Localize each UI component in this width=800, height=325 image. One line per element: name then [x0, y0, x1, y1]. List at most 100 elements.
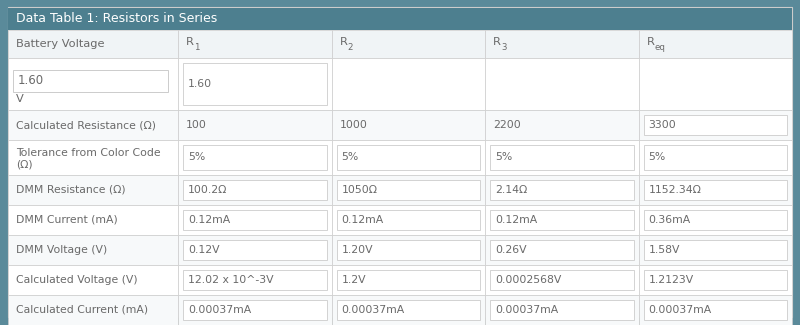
Text: 3: 3 — [501, 43, 506, 51]
Text: 100.2Ω: 100.2Ω — [188, 185, 227, 195]
Bar — [638, 30, 792, 58]
Bar — [8, 175, 178, 205]
Bar — [643, 145, 787, 170]
Bar — [337, 300, 480, 320]
Text: Calculated Resistance (Ω): Calculated Resistance (Ω) — [16, 120, 156, 130]
Bar — [178, 30, 331, 58]
Bar — [485, 110, 638, 140]
Text: 1.60: 1.60 — [188, 79, 212, 89]
Bar — [183, 210, 326, 230]
Bar — [490, 300, 634, 320]
Bar — [13, 70, 168, 92]
Text: 0.26V: 0.26V — [495, 245, 526, 255]
Bar — [8, 140, 178, 175]
Bar — [331, 265, 485, 295]
Bar — [178, 58, 331, 110]
Bar — [638, 295, 792, 325]
Text: 3300: 3300 — [649, 120, 676, 130]
Bar — [331, 295, 485, 325]
Bar — [643, 210, 787, 230]
Bar — [8, 295, 178, 325]
Bar — [485, 205, 638, 235]
Text: DMM Voltage (V): DMM Voltage (V) — [16, 245, 107, 255]
Text: 2200: 2200 — [493, 120, 521, 130]
Text: 0.12mA: 0.12mA — [495, 215, 538, 225]
Text: 0.36mA: 0.36mA — [649, 215, 690, 225]
Text: 1050Ω: 1050Ω — [342, 185, 378, 195]
Bar — [638, 175, 792, 205]
Text: R: R — [186, 37, 194, 47]
Bar — [638, 205, 792, 235]
Text: 0.00037mA: 0.00037mA — [495, 305, 558, 315]
Bar — [485, 295, 638, 325]
Text: 5%: 5% — [342, 152, 358, 162]
Text: R: R — [339, 37, 347, 47]
Text: 1.2V: 1.2V — [342, 275, 366, 285]
Bar — [178, 110, 331, 140]
Bar — [638, 265, 792, 295]
Text: 5%: 5% — [495, 152, 512, 162]
Bar — [8, 110, 178, 140]
Bar — [485, 175, 638, 205]
Bar — [643, 180, 787, 200]
Bar — [490, 145, 634, 170]
Bar — [490, 180, 634, 200]
Text: 0.00037mA: 0.00037mA — [649, 305, 712, 315]
Text: 5%: 5% — [188, 152, 206, 162]
Text: 12.02 x 10^-3V: 12.02 x 10^-3V — [188, 275, 274, 285]
Text: Battery Voltage: Battery Voltage — [16, 39, 105, 49]
Bar — [8, 205, 178, 235]
Bar — [337, 270, 480, 290]
Bar — [183, 180, 326, 200]
Bar — [331, 30, 485, 58]
Bar — [490, 210, 634, 230]
Bar — [337, 180, 480, 200]
Text: DMM Current (mA): DMM Current (mA) — [16, 215, 118, 225]
Bar — [337, 210, 480, 230]
Text: 1.60: 1.60 — [18, 74, 44, 87]
Text: Calculated Voltage (V): Calculated Voltage (V) — [16, 275, 138, 285]
Text: 100: 100 — [186, 120, 207, 130]
Text: 1000: 1000 — [339, 120, 367, 130]
Text: Data Table 1: Resistors in Series: Data Table 1: Resistors in Series — [16, 12, 218, 25]
Bar — [643, 115, 787, 135]
Bar — [485, 235, 638, 265]
Bar — [178, 235, 331, 265]
Bar — [337, 145, 480, 170]
Text: 2: 2 — [347, 43, 353, 51]
Text: V: V — [16, 94, 24, 104]
Text: R: R — [646, 37, 654, 47]
Text: 1.20V: 1.20V — [342, 245, 373, 255]
Text: 0.12V: 0.12V — [188, 245, 220, 255]
Bar — [178, 295, 331, 325]
Bar — [638, 110, 792, 140]
Text: Tolerance from Color Code: Tolerance from Color Code — [16, 148, 161, 158]
Text: 1: 1 — [194, 43, 199, 51]
Bar — [331, 235, 485, 265]
Bar — [638, 235, 792, 265]
Text: DMM Resistance (Ω): DMM Resistance (Ω) — [16, 185, 126, 195]
Bar — [178, 175, 331, 205]
Text: 0.12mA: 0.12mA — [342, 215, 384, 225]
Text: 1.58V: 1.58V — [649, 245, 680, 255]
Bar — [638, 140, 792, 175]
Text: R: R — [493, 37, 501, 47]
Bar — [643, 300, 787, 320]
Bar — [178, 140, 331, 175]
Bar — [331, 58, 485, 110]
Text: eq: eq — [654, 43, 666, 51]
Bar — [8, 58, 178, 110]
Bar — [8, 8, 792, 30]
Bar — [485, 140, 638, 175]
Bar — [183, 270, 326, 290]
Bar — [183, 240, 326, 260]
Bar — [337, 240, 480, 260]
Bar — [485, 30, 638, 58]
Bar — [183, 63, 326, 105]
Text: 0.0002568V: 0.0002568V — [495, 275, 562, 285]
Bar — [178, 205, 331, 235]
Text: 0.00037mA: 0.00037mA — [342, 305, 405, 315]
Text: (Ω): (Ω) — [16, 160, 33, 170]
Text: 1.2123V: 1.2123V — [649, 275, 694, 285]
Bar — [643, 270, 787, 290]
